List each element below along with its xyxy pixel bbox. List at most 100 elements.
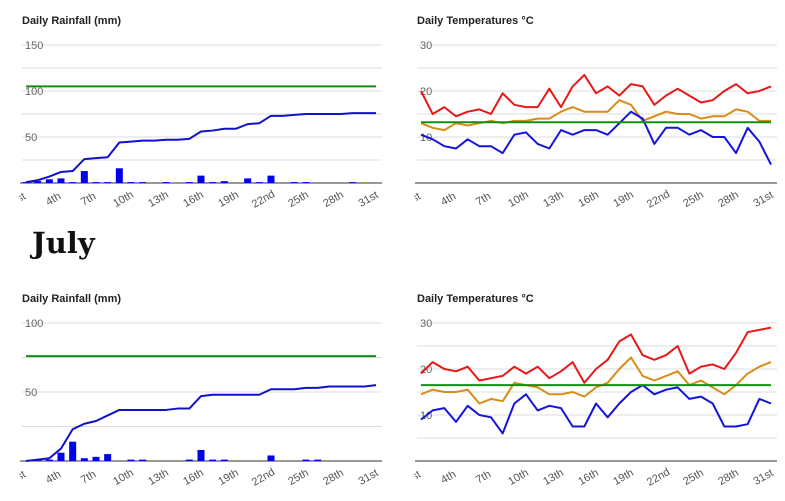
rain-bar: [115, 168, 123, 183]
x-tick-label: 4th: [44, 190, 63, 208]
temperature-chart-title-2: Daily Temperatures °C: [417, 293, 534, 305]
rain-bar: [57, 452, 65, 461]
x-tick-label: 25th: [286, 189, 311, 210]
x-tick-label: 25th: [286, 467, 311, 488]
x-tick-label: 10th: [111, 189, 136, 210]
rain-bar: [185, 459, 193, 461]
x-tick-label: 25th: [681, 189, 706, 210]
rain-bar: [104, 454, 112, 461]
rain-bar: [22, 182, 30, 183]
y-tick-label: 50: [25, 132, 37, 144]
rain-bar: [45, 459, 53, 461]
rain-bar: [209, 459, 217, 461]
rain-bar: [220, 459, 228, 461]
rainfall-chart-title-1: Daily Rainfall (mm): [22, 15, 122, 27]
rain-bar: [314, 459, 322, 461]
x-tick-label: 10th: [506, 189, 531, 210]
series-line-0: [420, 73, 772, 118]
series-line-1: [420, 99, 771, 132]
series-line-0: [420, 326, 772, 384]
x-tick-label: 19th: [216, 467, 241, 488]
rain-bar: [139, 182, 147, 183]
x-tick-label: 22nd: [645, 188, 672, 211]
x-tick-label: 22nd: [645, 466, 672, 489]
x-tick-label: 31st: [751, 189, 775, 210]
rain-bar: [92, 456, 100, 461]
x-tick-label: 10th: [506, 467, 531, 488]
x-tick-label: 13th: [146, 189, 171, 210]
x-tick-label: 22nd: [250, 466, 277, 489]
rain-bar: [209, 182, 217, 183]
x-tick-label: 1st: [404, 469, 423, 487]
x-tick-label: 4th: [439, 190, 458, 208]
rain-bar: [185, 182, 193, 183]
rain-bar: [69, 182, 77, 183]
x-tick-label: 19th: [611, 189, 636, 210]
rain-bar: [197, 175, 205, 183]
x-tick-label: 7th: [474, 190, 493, 208]
rain-bar: [45, 179, 53, 183]
temperature-chart-title-1: Daily Temperatures °C: [417, 15, 534, 27]
x-tick-label: 31st: [356, 189, 380, 210]
x-tick-label: 16th: [181, 467, 206, 488]
series-line-1: [420, 356, 772, 405]
rain-bar: [302, 182, 310, 183]
x-tick-label: 16th: [576, 467, 601, 488]
series-line-1: [25, 384, 377, 462]
x-tick-label: 4th: [44, 468, 63, 486]
rain-bar: [80, 458, 88, 461]
rainfall-chart-title-2: Daily Rainfall (mm): [22, 293, 122, 305]
x-tick-label: 28th: [321, 189, 346, 210]
x-tick-label: 7th: [79, 190, 98, 208]
rain-bar: [104, 182, 112, 183]
x-tick-label: 31st: [356, 467, 380, 488]
rain-bar: [162, 182, 170, 183]
x-tick-label: 13th: [541, 189, 566, 210]
x-tick-label: 28th: [716, 467, 741, 488]
rain-bar: [139, 459, 147, 461]
y-tick-label: 50: [25, 387, 37, 399]
y-tick-label: 30: [420, 318, 432, 330]
rain-bar: [244, 178, 252, 183]
rain-bar: [290, 182, 298, 183]
x-tick-label: 10th: [111, 467, 136, 488]
x-tick-label: 25th: [681, 467, 706, 488]
rain-bar: [349, 182, 357, 183]
x-tick-label: 16th: [576, 189, 601, 210]
rain-bar: [34, 181, 42, 183]
x-tick-label: 7th: [79, 468, 98, 486]
x-tick-label: 1st: [9, 191, 28, 209]
rain-bar: [92, 182, 100, 183]
x-tick-label: 4th: [439, 468, 458, 486]
rain-bar: [267, 455, 275, 461]
x-tick-label: 1st: [9, 469, 28, 487]
x-tick-label: 1st: [404, 191, 423, 209]
series-line-1: [25, 112, 376, 184]
rain-bar: [80, 171, 88, 183]
month-heading: July: [32, 226, 95, 260]
y-tick-label: 100: [25, 86, 43, 98]
x-tick-label: 22nd: [250, 188, 277, 211]
x-tick-label: 19th: [216, 189, 241, 210]
x-tick-label: 13th: [146, 467, 171, 488]
x-tick-label: 28th: [716, 189, 741, 210]
rain-bar: [197, 449, 205, 461]
rain-bar: [267, 175, 275, 183]
series-line-2: [420, 110, 772, 166]
rain-bar: [255, 182, 263, 183]
rain-bar: [127, 182, 135, 183]
x-tick-label: 19th: [611, 467, 636, 488]
x-tick-label: 7th: [474, 468, 493, 486]
rain-bar: [69, 441, 77, 461]
rain-bar: [57, 178, 65, 183]
rain-bar: [220, 181, 228, 183]
x-tick-label: 28th: [321, 467, 346, 488]
y-tick-label: 30: [420, 40, 432, 52]
y-tick-label: 100: [25, 318, 43, 330]
x-tick-label: 31st: [751, 467, 775, 488]
series-line-2: [420, 384, 772, 435]
y-tick-label: 20: [420, 364, 432, 376]
x-tick-label: 13th: [541, 467, 566, 488]
y-tick-label: 150: [25, 40, 43, 52]
